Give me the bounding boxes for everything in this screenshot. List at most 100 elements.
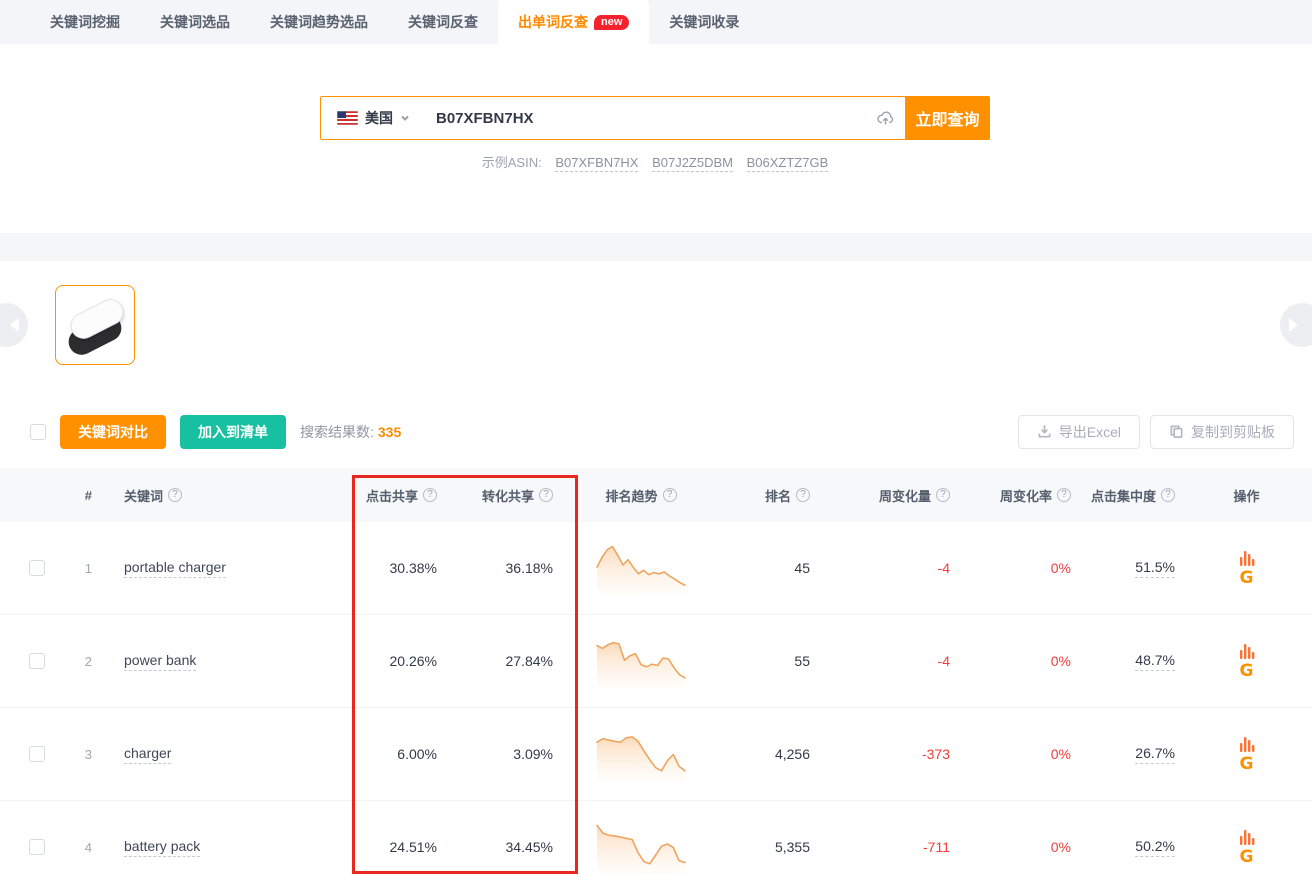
product-thumbnail[interactable]: [55, 285, 135, 365]
us-flag-icon: [337, 111, 358, 125]
header-conv-share: 转化共享: [445, 486, 561, 505]
bar-chart-icon[interactable]: [1238, 829, 1256, 845]
export-excel-label: 导出Excel: [1058, 423, 1121, 440]
download-icon: [1038, 425, 1051, 438]
nav-tab-label: 关键词趋势选品: [270, 14, 368, 30]
example-asin-link[interactable]: B07XFBN7HX: [555, 155, 639, 172]
week-rate-value: 0%: [1050, 839, 1071, 855]
google-icon[interactable]: [1240, 849, 1254, 866]
google-icon[interactable]: [1240, 570, 1254, 587]
help-icon[interactable]: [1057, 488, 1071, 502]
example-asin-link[interactable]: B06XZTZ7GB: [746, 155, 829, 172]
week-rate-value: 0%: [1050, 746, 1071, 762]
week-change-value: -4: [937, 653, 950, 669]
keyword-link[interactable]: portable charger: [124, 559, 226, 578]
header-week-change: 周变化量: [818, 486, 958, 505]
week-rate-value: 0%: [1050, 560, 1071, 576]
google-icon[interactable]: [1240, 756, 1254, 773]
table-row: 2 power bank 20.26% 27.84% 55 -4 0% 48.7…: [0, 615, 1312, 708]
result-count-value: 335: [377, 423, 402, 440]
rank-trend-sparkline: [561, 818, 721, 876]
click-concentration-value[interactable]: 51.5%: [1135, 559, 1175, 578]
header-keyword: 关键词: [104, 486, 340, 505]
bar-chart-icon[interactable]: [1238, 736, 1256, 752]
header-rank-trend: 排名趋势: [561, 486, 721, 505]
nav-tab[interactable]: 关键词趋势选品: [250, 0, 388, 44]
header-rank: 排名: [721, 486, 818, 505]
example-asin-line: 示例ASIN: B07XFBN7HX B07J2Z5DBM B06XZTZ7GB: [320, 152, 990, 172]
bulk-upload-icon[interactable]: [865, 109, 905, 128]
top-tabbar: 关键词挖掘 关键词选品 关键词趋势选品 关键词反查 出单词反查 new 关键词收…: [0, 0, 1312, 44]
help-icon[interactable]: [423, 488, 437, 502]
nav-tab[interactable]: 关键词挖掘: [30, 0, 140, 44]
asin-input[interactable]: [424, 109, 865, 127]
week-change-value: -373: [921, 746, 950, 762]
country-label: 美国: [365, 110, 393, 126]
keyword-compare-button[interactable]: 关键词对比: [60, 414, 166, 449]
header-index: #: [84, 487, 92, 503]
nav-tab-label: 关键词选品: [160, 14, 230, 30]
header-week-rate: 周变化率: [958, 486, 1079, 505]
week-rate-value: 0%: [1050, 653, 1071, 669]
table-row: 1 portable charger 30.38% 36.18% 45 -4 0…: [0, 522, 1312, 615]
click-concentration-value[interactable]: 50.2%: [1135, 838, 1175, 857]
row-checkbox[interactable]: [29, 839, 45, 855]
google-icon[interactable]: [1240, 663, 1254, 680]
click-share-value: 6.00%: [397, 746, 437, 762]
table-row: 3 charger 6.00% 3.09% 4,256 -373 0% 26.7…: [0, 708, 1312, 801]
help-icon[interactable]: [796, 488, 810, 502]
table-header-row: # 关键词 点击共享 转化共享 排名趋势 排名 周变化量 周变化率 点击集中度 …: [0, 468, 1312, 522]
country-select[interactable]: 美国: [321, 108, 424, 128]
nav-tab[interactable]: 关键词选品: [140, 0, 250, 44]
bar-chart-icon[interactable]: [1238, 643, 1256, 659]
keyword-link[interactable]: charger: [124, 745, 172, 764]
row-checkbox[interactable]: [29, 746, 45, 762]
example-asin-link[interactable]: B07J2Z5DBM: [652, 155, 733, 172]
add-to-list-button[interactable]: 加入到清单: [180, 414, 286, 449]
keyword-link[interactable]: battery pack: [124, 838, 201, 857]
row-index: 3: [84, 746, 92, 762]
nav-tab-label: 关键词收录: [669, 14, 740, 30]
keyword-link[interactable]: power bank: [124, 652, 197, 671]
help-icon[interactable]: [662, 488, 677, 502]
chevron-right-icon: [1289, 318, 1298, 332]
select-all-checkbox[interactable]: [30, 423, 46, 440]
asin-search-bar: 美国 立即查询: [320, 96, 990, 140]
help-icon[interactable]: [1161, 488, 1175, 502]
example-asin-label: 示例ASIN:: [481, 155, 542, 170]
carousel-prev-button[interactable]: [0, 303, 28, 347]
nav-tab[interactable]: 出单词反查 new: [498, 0, 650, 44]
nav-tab-label: 关键词挖掘: [50, 14, 120, 30]
nav-tab[interactable]: 关键词收录: [649, 0, 759, 44]
search-submit-button[interactable]: 立即查询: [905, 96, 990, 140]
bar-chart-icon[interactable]: [1238, 550, 1256, 566]
copy-to-clipboard-button[interactable]: 复制到剪贴板: [1150, 414, 1294, 449]
nav-tab-label: 出单词反查: [518, 14, 588, 30]
row-checkbox[interactable]: [29, 653, 45, 669]
help-icon[interactable]: [168, 488, 183, 502]
click-concentration-value[interactable]: 26.7%: [1135, 745, 1175, 764]
carousel-next-button[interactable]: [1280, 303, 1312, 347]
row-index: 4: [84, 839, 92, 855]
row-index: 1: [84, 560, 92, 576]
rank-trend-sparkline: [561, 725, 721, 783]
section-divider: [0, 233, 1312, 261]
table-row: 4 battery pack 24.51% 34.45% 5,355 -711 …: [0, 801, 1312, 890]
nav-tab-label: 关键词反查: [408, 14, 478, 30]
rank-value: 4,256: [774, 746, 810, 762]
header-click-concentration: 点击集中度: [1079, 486, 1183, 505]
click-share-value: 24.51%: [389, 839, 437, 855]
week-change-value: -711: [923, 839, 950, 855]
export-excel-button[interactable]: 导出Excel: [1017, 414, 1140, 449]
help-icon[interactable]: [539, 488, 553, 502]
copy-icon: [1170, 425, 1183, 438]
row-checkbox[interactable]: [29, 560, 45, 576]
help-icon[interactable]: [936, 488, 950, 502]
week-change-value: -4: [937, 560, 950, 576]
chevron-down-icon: [401, 115, 409, 121]
click-share-value: 30.38%: [389, 560, 437, 576]
nav-tab[interactable]: 关键词反查: [388, 0, 498, 44]
header-click-share: 点击共享: [340, 486, 445, 505]
click-concentration-value[interactable]: 48.7%: [1135, 652, 1175, 671]
rank-value: 5,355: [774, 839, 810, 855]
